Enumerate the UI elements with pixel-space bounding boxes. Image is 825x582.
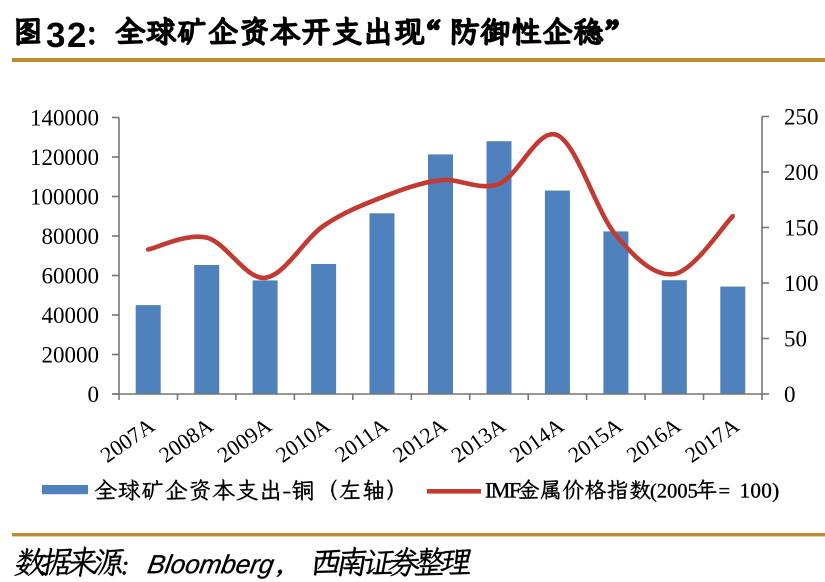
svg-text:60000: 60000 — [42, 264, 100, 289]
svg-text:20000: 20000 — [42, 343, 100, 368]
svg-text:2012A: 2012A — [388, 413, 451, 468]
svg-text:2016A: 2016A — [622, 413, 685, 468]
svg-text:2015A: 2015A — [563, 413, 626, 468]
svg-text:2009A: 2009A — [213, 413, 276, 468]
svg-text:40000: 40000 — [42, 303, 100, 328]
svg-text:2011A: 2011A — [330, 413, 393, 467]
svg-text:140000: 140000 — [30, 106, 99, 131]
svg-text:100: 100 — [784, 271, 819, 296]
svg-text:0: 0 — [88, 382, 100, 407]
svg-text:120000: 120000 — [30, 145, 99, 170]
svg-text:2017A: 2017A — [680, 413, 743, 468]
svg-text:100000: 100000 — [30, 185, 99, 210]
svg-text:50: 50 — [784, 327, 807, 352]
svg-text:2007A: 2007A — [96, 413, 159, 468]
svg-text:0: 0 — [784, 382, 796, 407]
svg-text:80000: 80000 — [42, 224, 100, 249]
svg-text:2008A: 2008A — [154, 413, 217, 468]
svg-text:150: 150 — [784, 216, 819, 241]
svg-text:2010A: 2010A — [271, 413, 334, 468]
svg-text:2013A: 2013A — [446, 413, 509, 468]
svg-text:200: 200 — [784, 160, 819, 185]
svg-text:2014A: 2014A — [505, 413, 568, 468]
svg-text:250: 250 — [784, 105, 819, 130]
